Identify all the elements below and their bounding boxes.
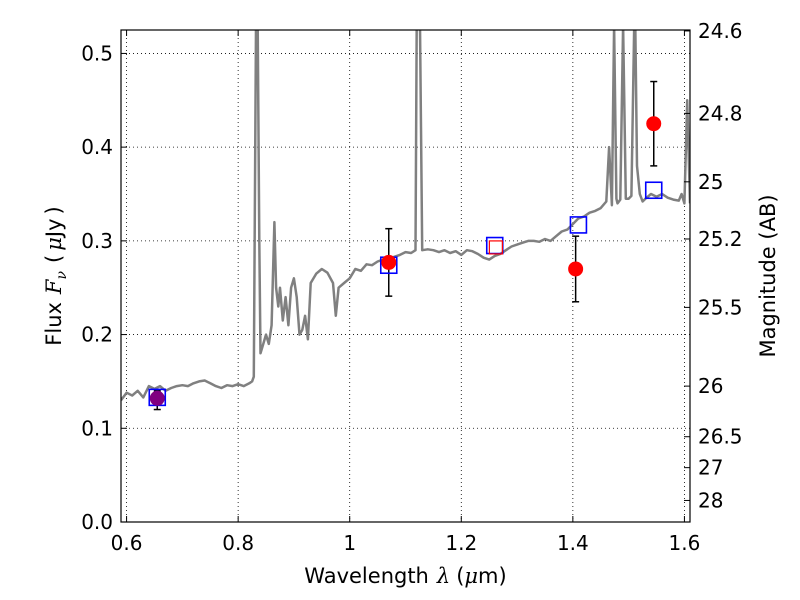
y-tick-label: 0.3 [81,229,113,253]
x-axis-unit-mu: μ [464,564,478,588]
x-axis-title: Wavelength λ (μm) [304,564,506,588]
x-tick-label: 0.6 [111,531,143,555]
y-axis-subscript: ν [54,270,70,279]
y-axis-title: Flux Fν ( μJy) [42,206,70,345]
x-tick-label: 1 [343,531,356,555]
x-tick-label: 0.8 [222,531,254,555]
observed-data-point [568,261,584,277]
x-tick-label: 1.4 [557,531,589,555]
y-axis-symbol: F [42,278,66,295]
y2-tick-label: 25.2 [698,227,743,251]
axis-ticks: 0.6 0.8 1 1.2 1.4 1.6 0.0 0.1 0.2 0.3 0.4 0.5 24.6 24… [81,19,742,555]
y2-tick-label: 24.6 [698,19,743,43]
x-axis-unit-rest: m) [478,564,507,588]
y2-tick-label: 24.8 [698,101,743,125]
model-photometry-square [644,181,663,200]
observed-data-point [381,254,397,270]
x-axis-title-text: Wavelength [304,564,429,588]
y-tick-label: 0.2 [81,323,113,347]
y2-axis-title: Magnitude (AB) [756,194,780,357]
observed-data-point [646,116,662,132]
model-photometry-square [569,216,588,234]
plot-data [121,30,690,411]
overlap-square-marker [488,240,503,255]
x-tick-label: 1.2 [445,531,477,555]
x-tick-label: 1.6 [669,531,701,555]
y2-tick-label: 25.5 [698,295,743,319]
grid-lines [121,30,690,522]
y-axis-unit-rest: Jy [42,218,66,239]
y-tick-label: 0.1 [81,416,113,440]
y-axis-unit-close: ) [42,206,66,214]
y-tick-label: 0.4 [81,135,113,159]
y-tick-label: 0.0 [81,510,113,534]
y2-tick-label: 27 [698,456,723,480]
x-axis-symbol: λ [436,564,450,588]
y2-tick-label: 26 [698,374,723,398]
y-axis-unit-mu: μ [42,237,66,251]
y2-tick-label: 28 [698,488,723,512]
y-axis-unit-open: ( [42,255,66,263]
y2-tick-label: 25 [698,170,723,194]
plot-frame [120,29,691,523]
model-spectrum-line [121,30,690,401]
x-axis-unit-open: ( [456,564,464,588]
y2-tick-label: 26.5 [698,425,743,449]
y-tick-label: 0.5 [81,41,113,65]
blended-data-point [149,390,165,406]
y-axis-title-text: Flux [42,302,66,346]
